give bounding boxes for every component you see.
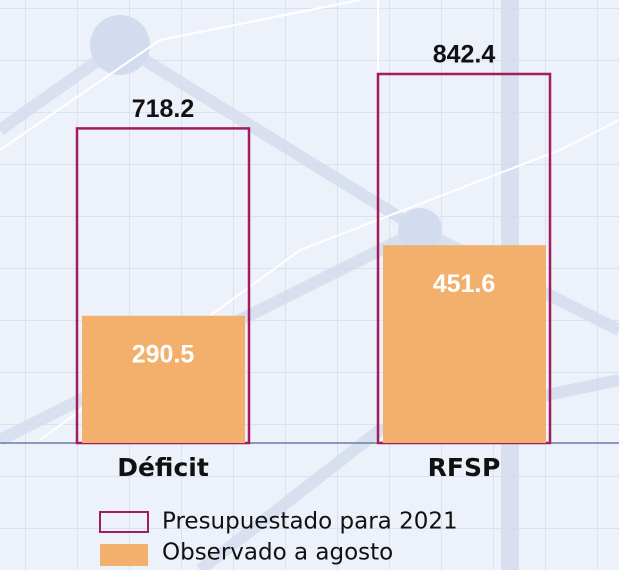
- decoration-dot: [90, 15, 150, 75]
- value-label: 451.6: [433, 270, 496, 298]
- chart: 718.2 290.5 Déficit 842.4 451.6 RFSP Presupues…: [0, 0, 619, 570]
- legend-label: Presupuestado para 2021: [162, 509, 458, 535]
- value-label: 718.2: [132, 95, 195, 123]
- value-label: 290.5: [132, 340, 195, 368]
- x-tick-label: Déficit: [117, 453, 209, 482]
- legend-label: Observado a agosto: [162, 540, 393, 566]
- value-label: 842.4: [433, 41, 496, 69]
- x-tick-label: RFSP: [428, 453, 501, 482]
- bar: [82, 316, 245, 443]
- legend-swatch: [100, 544, 148, 566]
